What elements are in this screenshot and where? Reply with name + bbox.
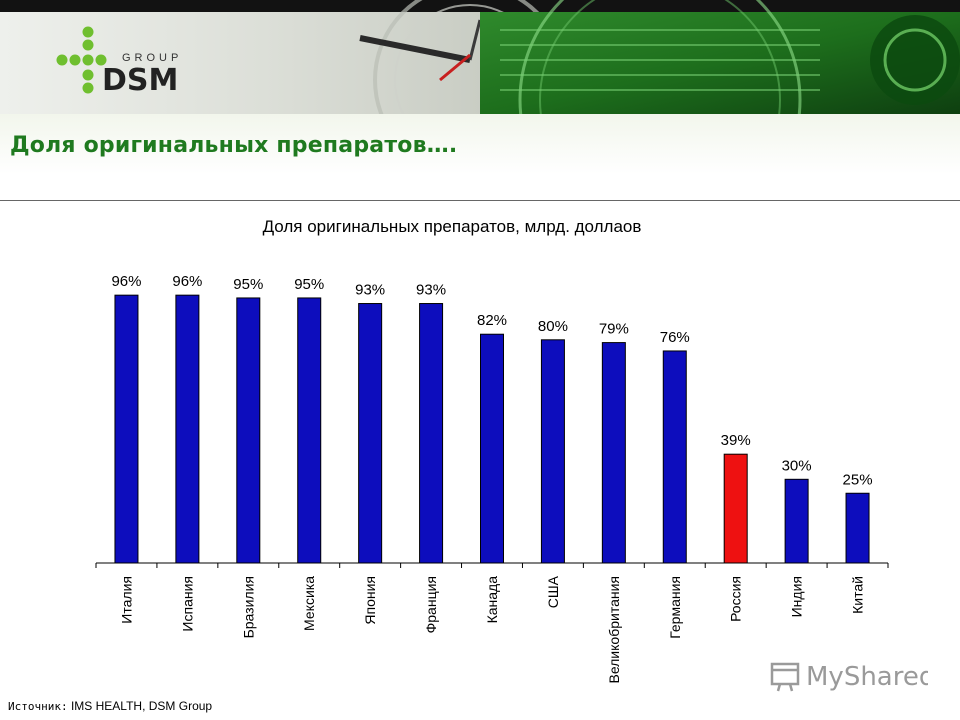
bars <box>114 294 870 564</box>
source-note: Источник: IMS HEALTH, DSM Group <box>8 699 212 713</box>
bar-9 <box>601 342 626 564</box>
page-title: Доля оригинальных препаратов…. <box>10 133 458 158</box>
bar-8 <box>540 339 565 564</box>
source-label: Источник: <box>8 700 68 713</box>
watermark-text: MyShared <box>806 662 928 692</box>
bar-4 <box>297 297 322 564</box>
bar-7 <box>480 333 504 564</box>
value-label-9: 79% <box>599 321 629 338</box>
clock-background-image <box>0 0 960 114</box>
category-label-6: Франция <box>423 576 439 633</box>
svg-text:GROUP: GROUP <box>122 52 182 64</box>
x-axis-ticks <box>95 563 889 568</box>
category-label-1: Италия <box>118 576 134 624</box>
value-label-7: 82% <box>477 312 507 329</box>
value-labels: 96% 96% 95% 95% 93% 93% 82% 80% 79% 76% 39% 30% 25% <box>111 273 872 488</box>
bar-1 <box>114 294 139 564</box>
source-text: IMS HEALTH, DSM Group <box>70 699 213 713</box>
category-label-11: Россия <box>728 576 744 622</box>
bar-3 <box>236 297 261 564</box>
value-label-1: 96% <box>111 273 141 290</box>
category-labels: Италия Испания Бразилия Мексика Япония Франци… <box>118 575 865 683</box>
bar-13 <box>845 492 870 564</box>
category-label-13: Китай <box>850 576 866 614</box>
category-label-9: Великобритания <box>606 576 622 684</box>
title-band <box>0 114 960 200</box>
bar-11 <box>723 453 748 564</box>
bar-5 <box>358 303 383 564</box>
category-label-5: Япония <box>362 576 378 625</box>
category-label-12: Индия <box>789 576 805 617</box>
dsm-group-logo: GROUP DSM <box>56 26 182 98</box>
myshared-watermark: MyShared <box>770 662 928 692</box>
bar-6 <box>419 303 444 564</box>
category-label-8: США <box>545 575 561 608</box>
category-label-7: Канада <box>484 576 500 624</box>
value-label-11: 39% <box>721 432 751 449</box>
bar-2 <box>175 294 200 564</box>
svg-text:DSM: DSM <box>102 63 178 98</box>
bar-10 <box>662 350 687 564</box>
category-label-3: Бразилия <box>240 576 256 638</box>
category-label-4: Мексика <box>301 576 317 631</box>
value-label-3: 95% <box>233 276 263 293</box>
value-label-4: 95% <box>294 276 324 293</box>
value-label-6: 93% <box>416 282 446 299</box>
bar-chart: Доля оригинальных препаратов, млрд. долл… <box>95 217 889 684</box>
value-label-8: 80% <box>538 318 568 335</box>
category-label-2: Испания <box>179 576 195 632</box>
presentation-icon <box>770 662 800 692</box>
value-label-13: 25% <box>843 471 873 488</box>
chart-title: Доля оригинальных препаратов, млрд. долл… <box>263 217 642 236</box>
value-label-2: 96% <box>172 273 202 290</box>
category-label-10: Германия <box>667 576 683 639</box>
bar-12 <box>784 478 809 564</box>
header-banner: GROUP DSM <box>0 0 960 114</box>
value-label-12: 30% <box>782 457 812 474</box>
title-divider <box>0 200 960 201</box>
value-label-5: 93% <box>355 282 385 299</box>
value-label-10: 76% <box>660 329 690 346</box>
